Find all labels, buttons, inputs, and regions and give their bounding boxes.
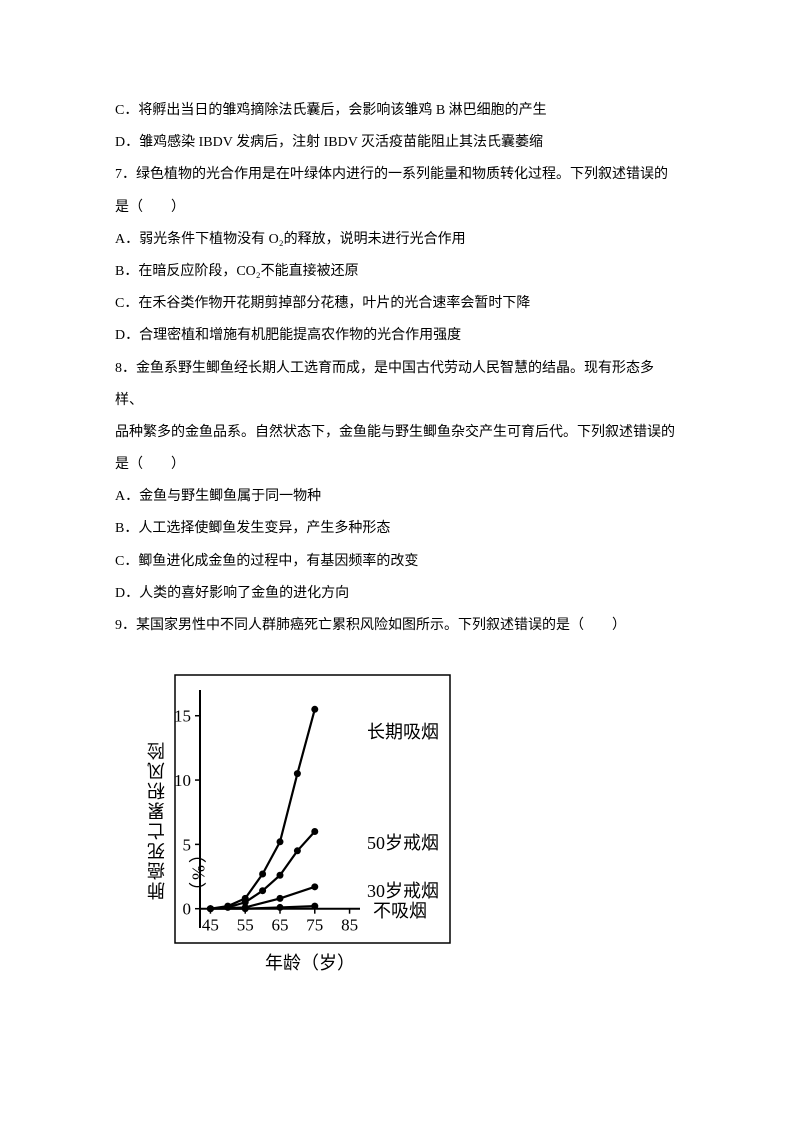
document-body: C．将孵出当日的雏鸡摘除法氏囊后，会影响该雏鸡 B 淋巴细胞的产生 D．雏鸡感染… (115, 95, 679, 980)
svg-text:45: 45 (202, 916, 219, 935)
series-label-长期吸烟: 长期吸烟 (367, 712, 439, 753)
question-8-cont2: 是（ ） (115, 449, 679, 481)
option-c: C．将孵出当日的雏鸡摘除法氏囊后，会影响该雏鸡 B 淋巴细胞的产生 (115, 95, 679, 127)
svg-text:65: 65 (272, 916, 289, 935)
lung-cancer-chart: 肺癌死亡累积风险（%） 0510154555657585 年龄（岁） 长期吸烟5… (145, 670, 485, 980)
question-9: 9．某国家男性中不同人群肺癌死亡累积风险如图所示。下列叙述错误的是（ ） (115, 610, 679, 642)
x-axis-label: 年龄（岁） (265, 943, 355, 984)
question-8-cont: 品种繁多的金鱼品系。自然状态下，金鱼能与野生鲫鱼杂交产生可育后代。下列叙述错误的 (115, 417, 679, 449)
q7-option-b: B．在暗反应阶段，CO₂不能直接被还原 (115, 256, 679, 288)
q8-option-b: B．人工选择使鲫鱼发生变异，产生多种形态 (115, 513, 679, 545)
q8-option-c: C．鲫鱼进化成金鱼的过程中，有基因频率的改变 (115, 546, 679, 578)
q8-option-a: A．金鱼与野生鲫鱼属于同一物种 (115, 481, 679, 513)
q7-option-a: A．弱光条件下植物没有 O₂的释放，说明未进行光合作用 (115, 224, 679, 256)
svg-text:85: 85 (341, 916, 358, 935)
question-7: 7．绿色植物的光合作用是在叶绿体内进行的一系列能量和物质转化过程。下列叙述错误的 (115, 159, 679, 191)
option-d: D．雏鸡感染 IBDV 发病后，注射 IBDV 灭活疫苗能阻止其法氏囊萎缩 (115, 127, 679, 159)
svg-text:15: 15 (174, 707, 191, 726)
q7-option-c: C．在禾谷类作物开花期剪掉部分花穗，叶片的光合速率会暂时下降 (115, 288, 679, 320)
svg-text:75: 75 (306, 916, 323, 935)
svg-text:0: 0 (183, 900, 192, 919)
q8-option-d: D．人类的喜好影响了金鱼的进化方向 (115, 578, 679, 610)
y-axis-label: 肺癌死亡累积风险（%） (137, 740, 220, 900)
series-label-50岁戒烟: 50岁戒烟 (367, 823, 439, 864)
question-8: 8．金鱼系野生鲫鱼经长期人工选育而成，是中国古代劳动人民智慧的结晶。现有形态多样… (115, 353, 679, 417)
question-7-cont: 是（ ） (115, 192, 679, 224)
q7-option-d: D．合理密植和增施有机肥能提高农作物的光合作用强度 (115, 320, 679, 352)
svg-text:55: 55 (237, 916, 254, 935)
series-label-不吸烟: 不吸烟 (373, 891, 427, 932)
